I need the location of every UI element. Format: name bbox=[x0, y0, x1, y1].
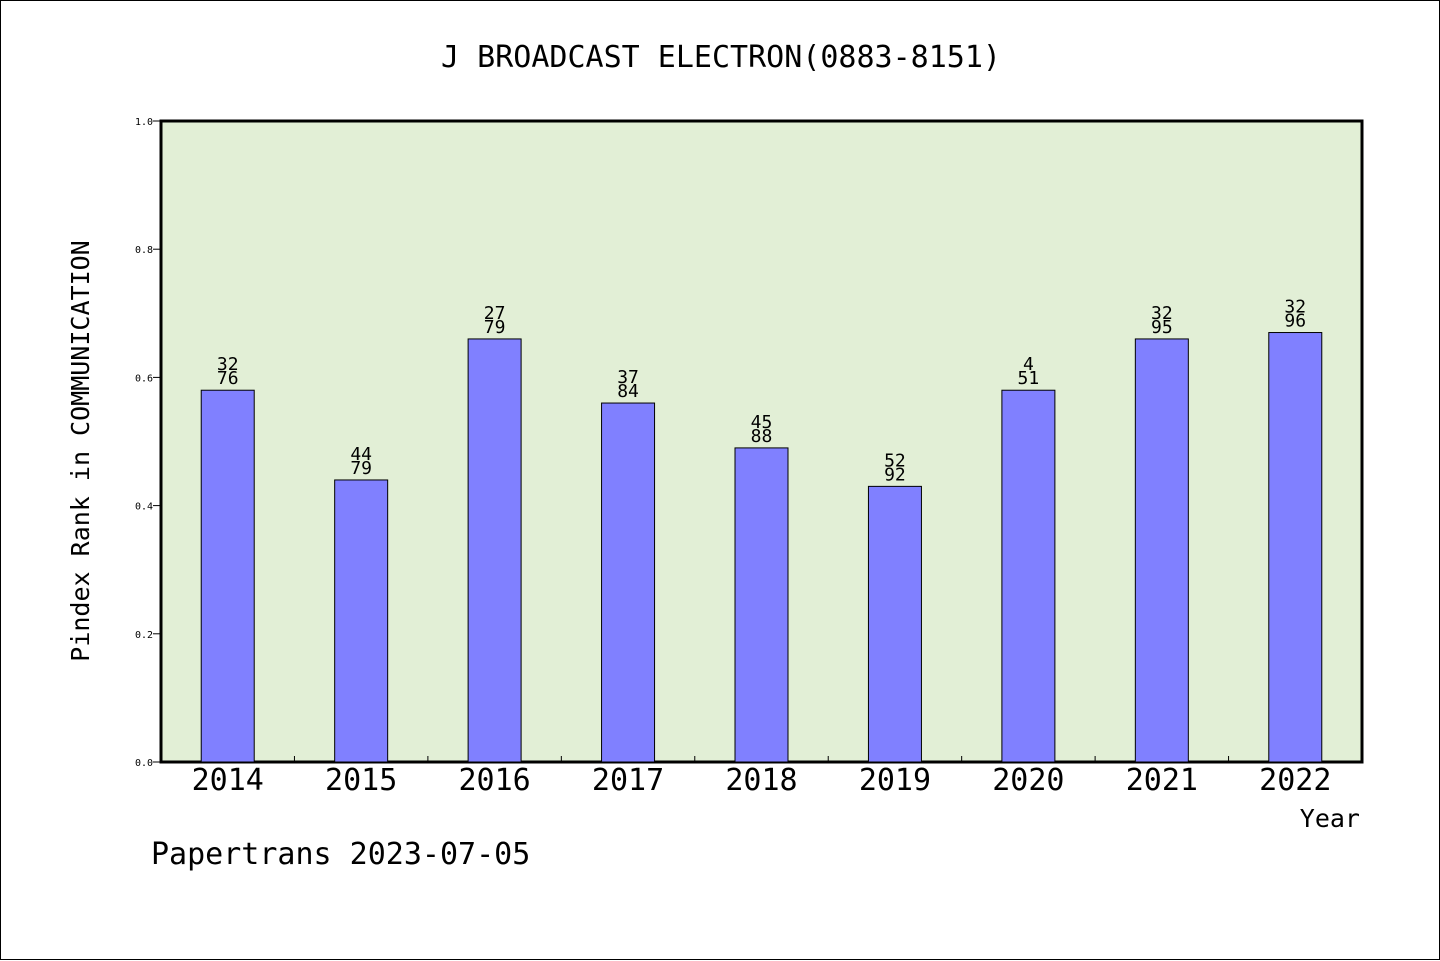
x-tick-label-2020: 2020 bbox=[992, 763, 1064, 798]
bar-label-bottom-2017: 84 bbox=[617, 381, 639, 402]
y-tick-label-2: 0.4 bbox=[135, 502, 153, 513]
bar-label-bottom-2016: 79 bbox=[484, 317, 506, 338]
bar-label-top-2016: 27 bbox=[484, 303, 506, 324]
footer-text: Papertrans 2023-07-05 bbox=[151, 837, 530, 872]
bar-label-bottom-2021: 95 bbox=[1151, 317, 1173, 338]
bar-2018 bbox=[734, 447, 789, 763]
bar-label-top-2017: 37 bbox=[617, 367, 639, 388]
y-tick-label-4: 0.8 bbox=[135, 245, 153, 256]
bar-label-bottom-2018: 88 bbox=[751, 426, 773, 447]
bar-label-bottom-2015: 79 bbox=[350, 458, 372, 479]
chart-title: J BROADCAST ELECTRON(0883-8151) bbox=[441, 40, 1001, 75]
x-tick-label-2017: 2017 bbox=[592, 763, 664, 798]
bar-label-bottom-2014: 76 bbox=[217, 368, 239, 389]
x-tick-label-2018: 2018 bbox=[725, 763, 797, 798]
bar-label-top-2020: 4 bbox=[1023, 354, 1034, 375]
y-tick-label-3: 0.6 bbox=[135, 373, 153, 384]
bar-2021 bbox=[1134, 338, 1189, 763]
x-tick-label-2015: 2015 bbox=[325, 763, 397, 798]
y-tick-label-1: 0.2 bbox=[135, 630, 153, 641]
bar-label-bottom-2022: 96 bbox=[1284, 311, 1306, 332]
x-tick-label-2021: 2021 bbox=[1126, 763, 1198, 798]
bar-2017 bbox=[601, 402, 656, 763]
x-tick-label-2014: 2014 bbox=[192, 763, 264, 798]
x-axis: 2014 2015 2016 2017 2018 2019 2020 2021 2022 bbox=[192, 756, 1331, 798]
bar-label-top-2014: 32 bbox=[217, 354, 239, 375]
x-tick-label-2016: 2016 bbox=[458, 763, 530, 798]
bar-label-top-2022: 32 bbox=[1284, 297, 1306, 318]
bar-2020 bbox=[1001, 389, 1056, 763]
y-axis: 0.0 0.2 0.4 0.6 0.8 1.0 bbox=[135, 117, 161, 769]
bar-label-bottom-2020: 51 bbox=[1018, 368, 1040, 389]
bar-2019 bbox=[867, 485, 922, 763]
bar-label-top-2019: 52 bbox=[884, 450, 906, 471]
bar-2022 bbox=[1268, 332, 1323, 763]
y-tick-label-0: 0.0 bbox=[135, 758, 153, 769]
x-axis-label: Year bbox=[1300, 804, 1360, 833]
bar-label-top-2018: 45 bbox=[751, 412, 773, 433]
bar-label-top-2021: 32 bbox=[1151, 303, 1173, 324]
x-tick-label-2019: 2019 bbox=[859, 763, 931, 798]
bar-label-bottom-2019: 92 bbox=[884, 464, 906, 485]
x-tick-label-2022: 2022 bbox=[1259, 763, 1331, 798]
bar-2016 bbox=[467, 338, 522, 763]
bar-2015 bbox=[334, 479, 389, 763]
y-axis-label: Pindex Rank in COMMUNICATION bbox=[66, 240, 95, 661]
bar-2014 bbox=[200, 389, 255, 763]
bar-label-top-2015: 44 bbox=[350, 444, 372, 465]
y-tick-label-5: 1.0 bbox=[135, 117, 153, 128]
